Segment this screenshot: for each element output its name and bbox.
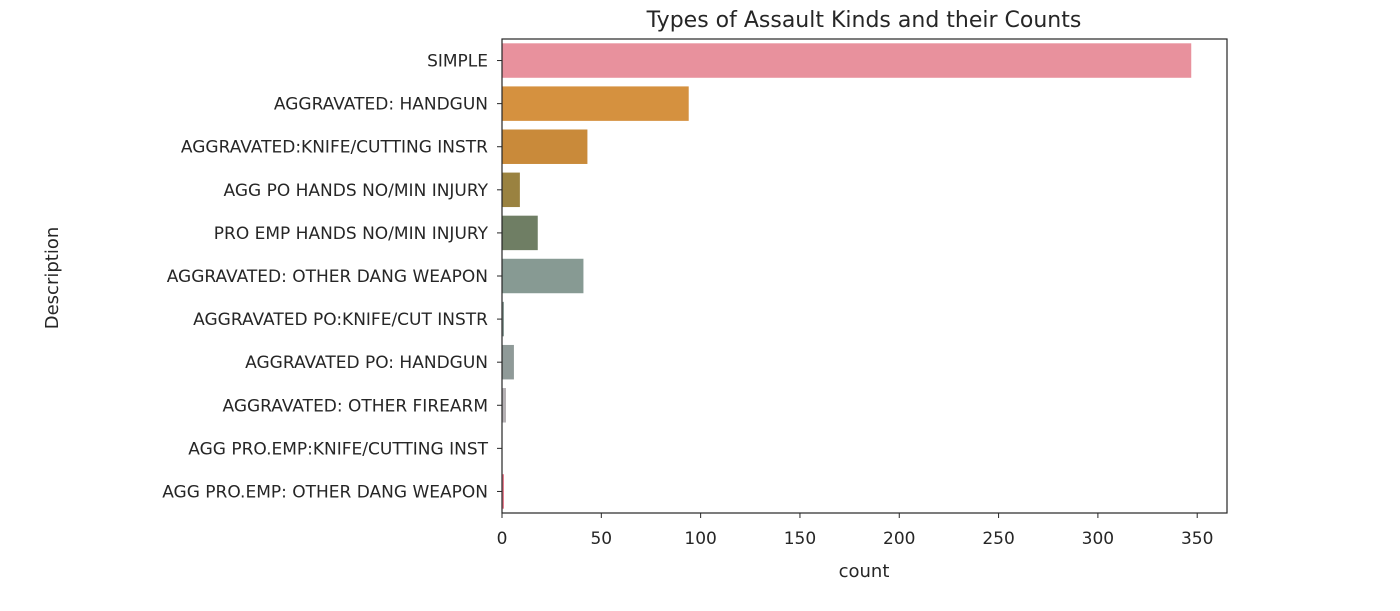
y-tick-label: AGGRAVATED: OTHER DANG WEAPON (167, 267, 488, 287)
y-tick-label: AGG PRO.EMP:KNIFE/CUTTING INST (188, 439, 488, 459)
y-tick-label: AGGRAVATED: HANDGUN (274, 95, 488, 115)
bar (502, 344, 514, 380)
y-tick-label: AGGRAVATED PO:KNIFE/CUT INSTR (193, 310, 488, 330)
y-tick-label: AGG PRO.EMP: OTHER DANG WEAPON (162, 482, 488, 502)
x-tick-label: 250 (982, 529, 1014, 549)
y-tick-label: SIMPLE (427, 52, 488, 72)
bar (502, 258, 584, 294)
x-tick-label: 200 (883, 529, 915, 549)
y-tick-labels: SIMPLE AGGRAVATED: HANDGUN AGGRAVATED:KNIF… (162, 52, 502, 502)
x-ticks: 0 50 100 150 200 250 300 350 (497, 513, 1213, 549)
bars (502, 43, 1192, 509)
y-tick-label: PRO EMP HANDS NO/MIN INJURY (214, 224, 489, 244)
x-tick-label: 350 (1181, 529, 1213, 549)
bar (502, 301, 504, 337)
bar (502, 388, 506, 423)
x-axis-label: count (839, 561, 890, 582)
y-tick-label: AGGRAVATED PO: HANDGUN (245, 353, 488, 373)
chart-title: Types of Assault Kinds and their Counts (646, 8, 1082, 33)
y-axis-label: Description (42, 227, 63, 330)
bar (502, 86, 689, 121)
x-tick-label: 300 (1082, 529, 1114, 549)
bar (502, 43, 1192, 78)
bar (502, 172, 520, 208)
bar (502, 215, 538, 251)
x-tick-label: 0 (497, 529, 508, 549)
bar (502, 129, 588, 164)
bar (502, 474, 504, 509)
x-tick-label: 150 (784, 529, 816, 549)
y-tick-label: AGGRAVATED:KNIFE/CUTTING INSTR (181, 138, 488, 158)
x-tick-label: 50 (590, 529, 612, 549)
y-tick-label: AGG PO HANDS NO/MIN INJURY (224, 181, 489, 201)
x-tick-label: 100 (684, 529, 716, 549)
y-tick-label: AGGRAVATED: OTHER FIREARM (222, 396, 488, 416)
